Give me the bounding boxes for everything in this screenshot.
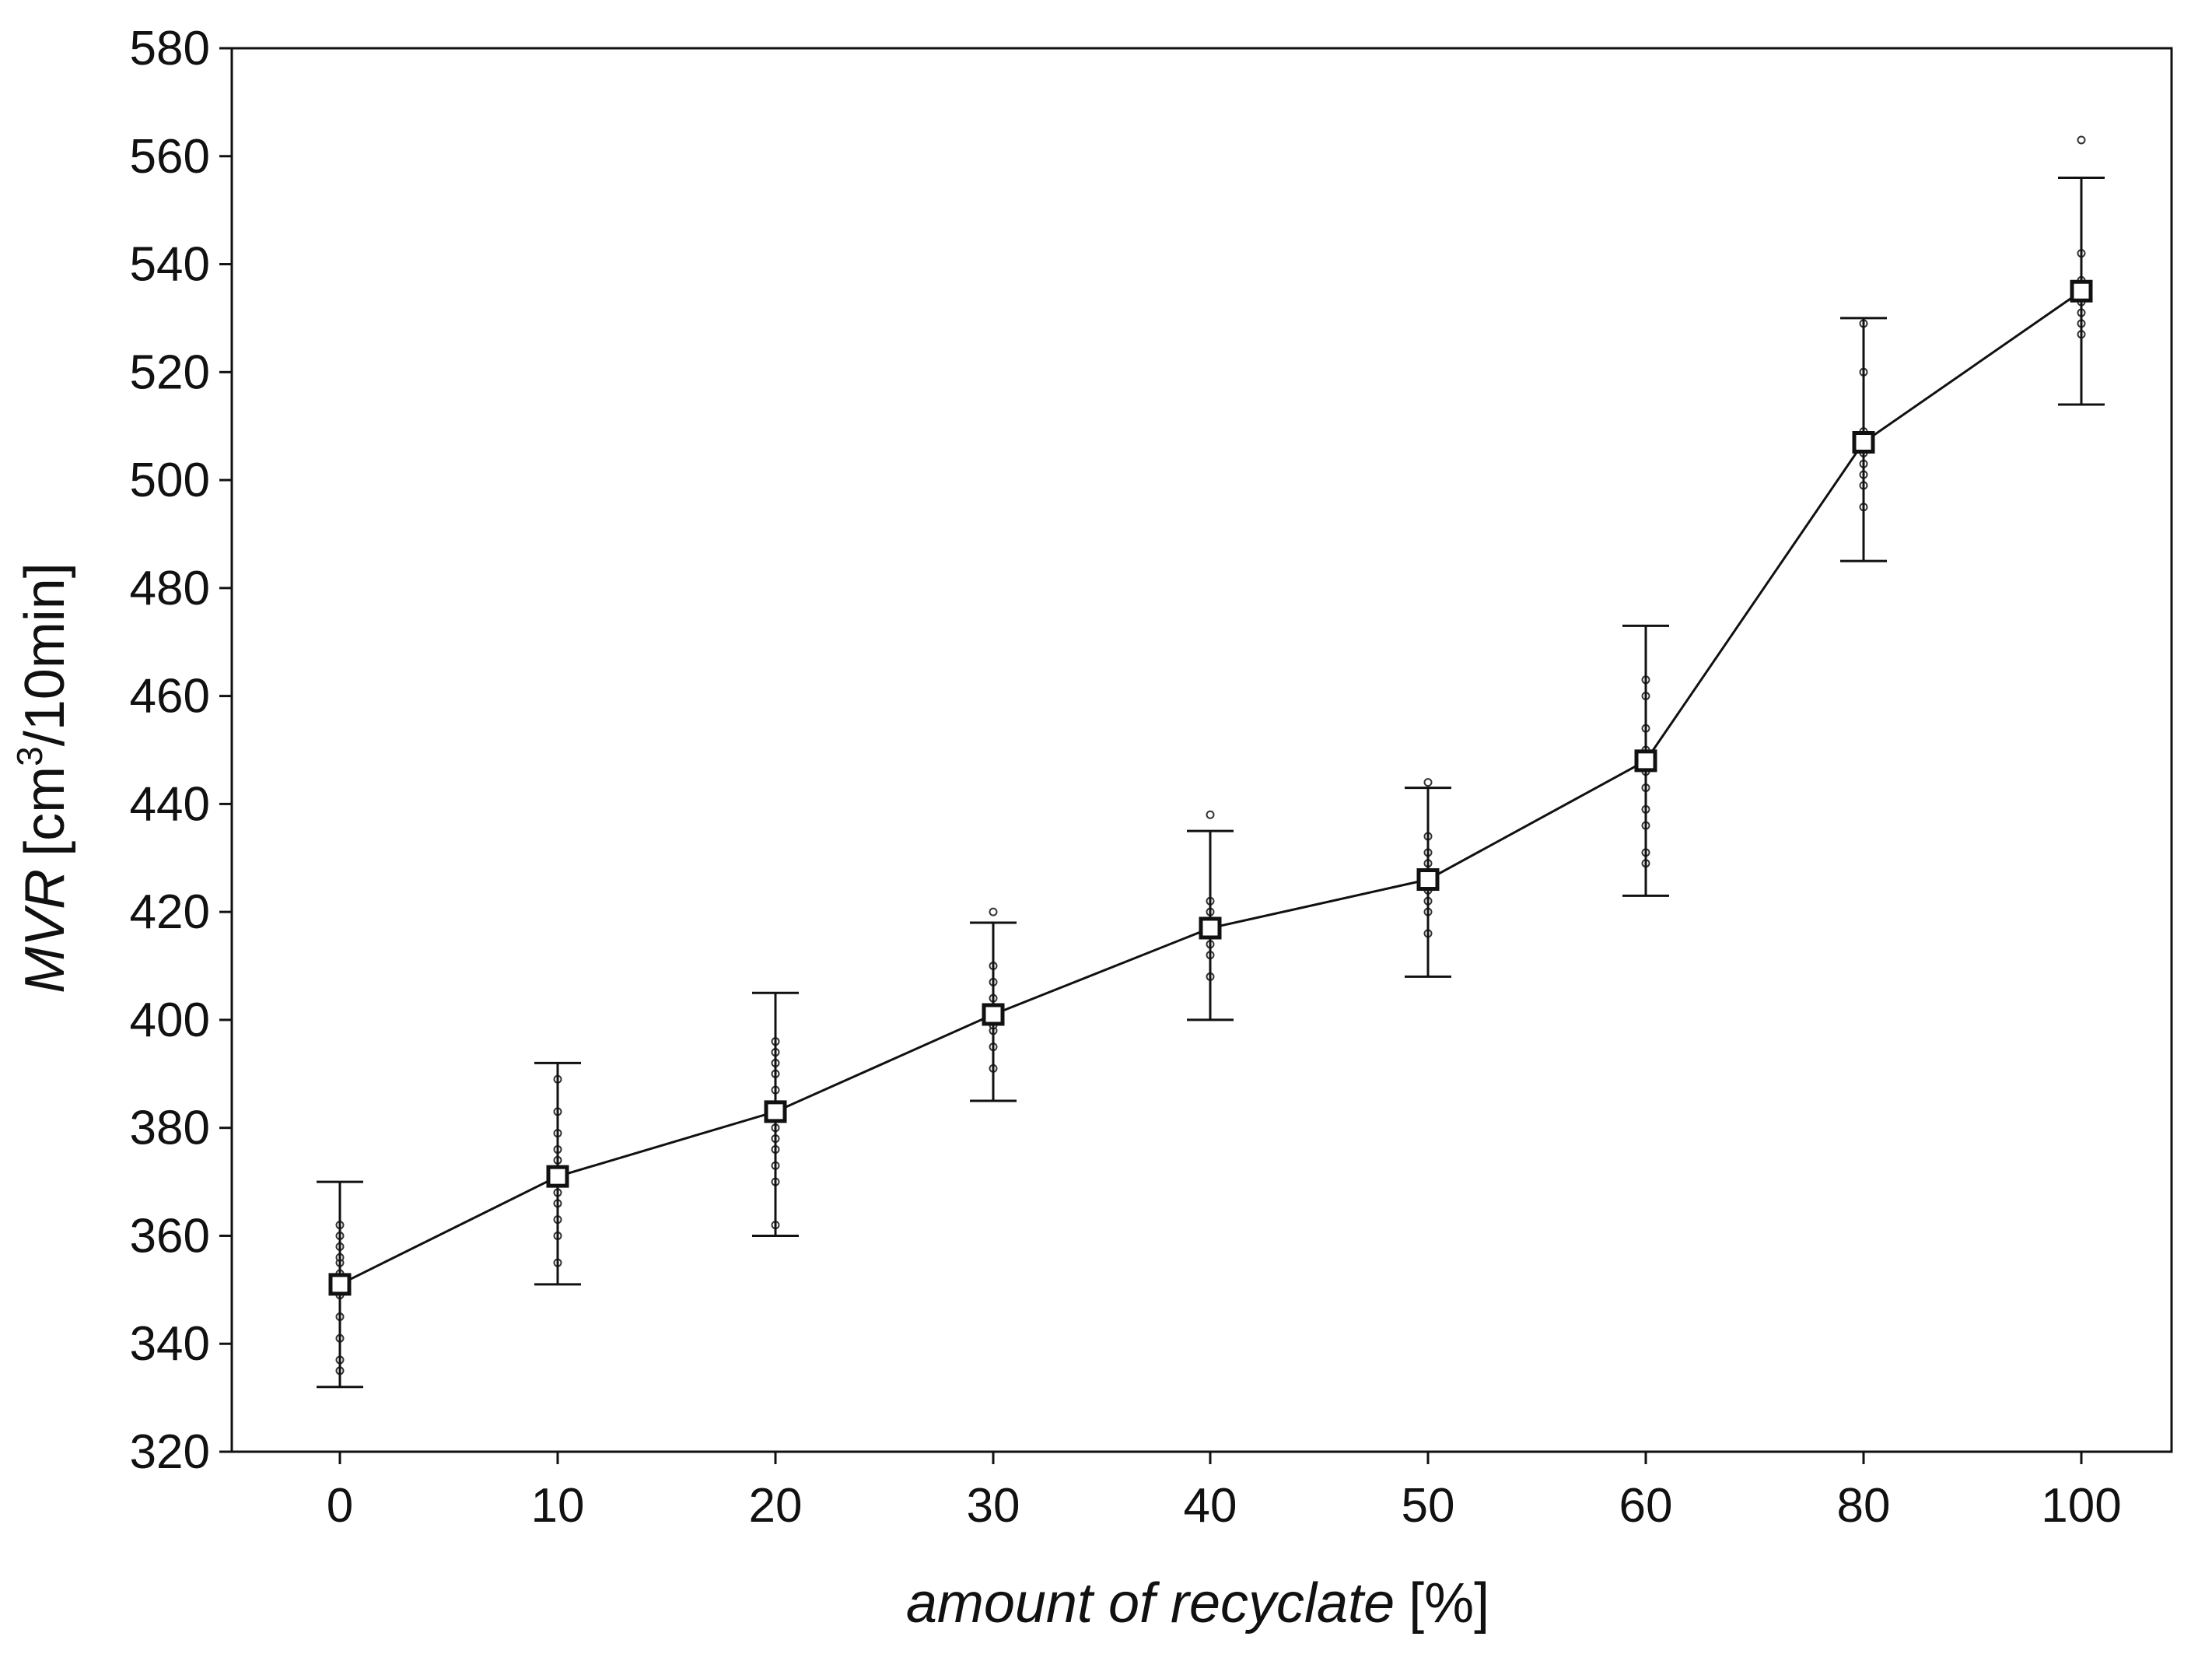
mean-marker	[982, 1003, 1005, 1026]
series-line	[339, 289, 2082, 1286]
y-tick-label: 420	[130, 885, 210, 939]
plot-frame	[230, 47, 2173, 1453]
x-tick-label: 20	[749, 1479, 803, 1533]
y-tick-label: 480	[130, 562, 210, 615]
x-axis-title-text: amount of recyclate	[906, 1572, 1395, 1635]
x-tick-label: 30	[967, 1479, 1020, 1533]
mean-marker	[1416, 868, 1440, 892]
series-markers	[328, 279, 2093, 1296]
mean-marker	[328, 1273, 352, 1296]
x-tick-label: 100	[2041, 1479, 2121, 1533]
x-axis-ticks: 0 10 20 30 40 50 60 80 100	[327, 1452, 2122, 1533]
raw-data-point	[1206, 810, 1215, 819]
mean-marker	[546, 1165, 569, 1188]
mean-marker	[2070, 279, 2093, 303]
x-tick-label: 50	[1402, 1479, 1455, 1533]
y-axis-ticks: 320 340 360 380 400 420 440 460 480 500 520 540 560 5…	[130, 22, 232, 1479]
y-axis-title-unit-suffix: /10min]	[14, 562, 76, 746]
x-axis-title-unit: [%]	[1409, 1572, 1489, 1635]
x-tick-label: 0	[327, 1479, 353, 1533]
y-tick-label: 340	[130, 1317, 210, 1371]
y-tick-label: 580	[130, 22, 210, 75]
axes	[230, 47, 2173, 1453]
raw-data-point	[2077, 135, 2086, 145]
y-axis-title-unit-sup: 3	[9, 746, 50, 766]
mean-marker	[1852, 431, 1875, 454]
raw-points	[335, 135, 2086, 1375]
y-axis-title-unit-prefix: [cm	[14, 766, 76, 857]
x-tick-label: 40	[1184, 1479, 1237, 1533]
y-tick-label: 440	[130, 777, 210, 831]
mean-marker	[1634, 749, 1657, 773]
y-axis-title-text: MVR	[14, 869, 76, 993]
error-bars	[317, 177, 2105, 1389]
x-tick-label: 60	[1619, 1479, 1673, 1533]
y-tick-label: 460	[130, 670, 210, 724]
mean-marker	[764, 1100, 787, 1123]
x-axis-title: amount of recyclate [%]	[906, 1572, 1489, 1635]
mean-line	[339, 289, 2082, 1286]
x-tick-label: 10	[531, 1479, 585, 1533]
y-tick-label: 540	[130, 238, 210, 292]
y-tick-label: 360	[130, 1209, 210, 1263]
x-tick-label: 80	[1837, 1479, 1891, 1533]
raw-data-point	[989, 907, 998, 916]
y-axis-title: MVR [cm3/10min]	[9, 562, 76, 993]
y-tick-label: 500	[130, 454, 210, 507]
y-tick-label: 520	[130, 345, 210, 399]
y-tick-label: 560	[130, 130, 210, 184]
y-tick-label: 320	[130, 1425, 210, 1479]
raw-data-point	[1423, 778, 1433, 787]
y-tick-label: 400	[130, 993, 210, 1047]
y-tick-label: 380	[130, 1102, 210, 1155]
mean-marker	[1199, 916, 1222, 940]
